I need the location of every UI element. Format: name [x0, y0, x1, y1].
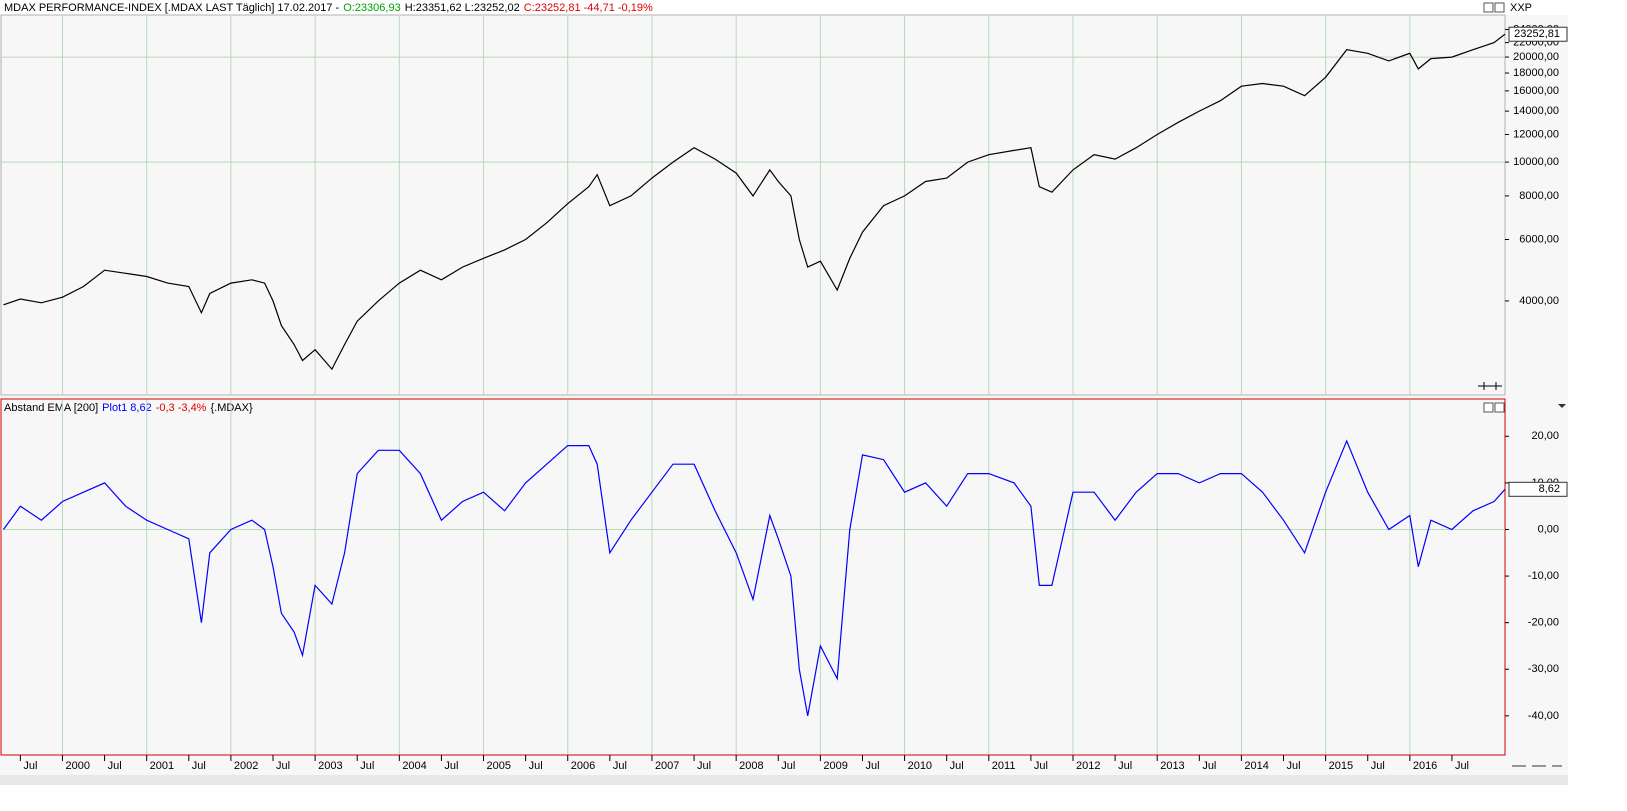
indicator-panel	[0, 398, 1506, 756]
x-tick-label: 2011	[992, 760, 1016, 772]
x-tick-label: 2008	[739, 760, 763, 772]
x-tick-label: Jul	[192, 760, 206, 772]
x-tick-label: Jul	[1202, 760, 1216, 772]
x-tick-label: Jul	[1455, 760, 1469, 772]
indicator-title: Abstand EMA [200] Plot1 8,62 -0,3 -3,4% {.M…	[4, 402, 253, 414]
y-tick-label: 4000,00	[1519, 295, 1559, 307]
scale-handle[interactable]	[1478, 382, 1502, 390]
x-tick-label: 2000	[65, 760, 89, 772]
price-tag-box	[1508, 26, 1568, 42]
x-tick-label: 2001	[150, 760, 174, 772]
x-tick-label: 2016	[1413, 760, 1437, 772]
x-tick-label: Jul	[529, 760, 543, 772]
y-tick-label: 14000,00	[1513, 105, 1559, 117]
x-tick-label: 2007	[655, 760, 679, 772]
title-part: {.MDAX}	[210, 402, 253, 414]
x-tick-label: 2006	[571, 760, 595, 772]
panel-menu-arrow[interactable]	[1558, 404, 1566, 408]
x-tick-label: 2010	[908, 760, 932, 772]
x-tick-label: 2002	[234, 760, 258, 772]
corner-label: XXP	[1510, 2, 1532, 14]
y-tick-label: -20,00	[1528, 617, 1559, 629]
x-tick-label: 2005	[487, 760, 511, 772]
scrollbar[interactable]	[0, 775, 1568, 785]
x-tick-label: Jul	[444, 760, 458, 772]
y-tick-label: -10,00	[1528, 570, 1559, 582]
title-part: O:23306,93	[343, 2, 401, 14]
y-tick-label: -40,00	[1528, 710, 1559, 722]
x-tick-label: Jul	[1034, 760, 1048, 772]
title-part: Abstand EMA [200]	[4, 402, 98, 414]
y-tick-label: 8000,00	[1519, 190, 1559, 202]
close-button[interactable]	[1494, 2, 1505, 13]
x-tick-label: Jul	[697, 760, 711, 772]
y-tick-label: 16000,00	[1513, 85, 1559, 97]
x-tick-label: Jul	[276, 760, 290, 772]
x-tick-label: Jul	[360, 760, 374, 772]
y-tick-label: 20000,00	[1513, 51, 1559, 63]
title-bar	[0, 0, 1568, 15]
close-button[interactable]	[1494, 402, 1505, 413]
x-tick-label: Jul	[865, 760, 879, 772]
x-tick-label: Jul	[613, 760, 627, 772]
data-line	[3, 33, 1506, 371]
x-tick-label: Jul	[1287, 760, 1301, 772]
title-part: Plot1 8,62	[102, 402, 152, 414]
price-tag: 8,62	[1539, 483, 1560, 495]
x-tick-label: Jul	[23, 760, 37, 772]
x-tick-label: 2015	[1329, 760, 1353, 772]
x-tick-label: Jul	[1371, 760, 1385, 772]
price-tag-box	[1508, 481, 1568, 497]
title-part: H:23351,62 L:23252,02	[405, 2, 520, 14]
data-line	[3, 439, 1506, 717]
y-tick-label: 18000,00	[1513, 67, 1559, 79]
x-tick-label: Jul	[108, 760, 122, 772]
title-part: C:23252,81 -44,71 -0,19%	[524, 2, 653, 14]
x-tick-label: 2003	[318, 760, 342, 772]
y-tick-label: 12000,00	[1513, 128, 1559, 140]
x-tick-label: 2009	[823, 760, 847, 772]
y-tick-label: 0,00	[1538, 523, 1559, 535]
x-tick-label: 2014	[1244, 760, 1268, 772]
x-tick-label: Jul	[781, 760, 795, 772]
chart-title: MDAX PERFORMANCE-INDEX [.MDAX LAST Tägli…	[4, 2, 653, 14]
price-tag: 23252,81	[1514, 28, 1560, 40]
y-tick-label: 20,00	[1531, 430, 1559, 442]
x-tick-label: 2013	[1160, 760, 1184, 772]
maximize-button[interactable]	[1483, 402, 1494, 413]
x-tick-label: Jul	[950, 760, 964, 772]
maximize-button[interactable]	[1483, 2, 1494, 13]
y-tick-label: 6000,00	[1519, 233, 1559, 245]
title-part: MDAX PERFORMANCE-INDEX [.MDAX LAST Tägli…	[4, 2, 340, 14]
y-tick-label: 10000,00	[1513, 156, 1559, 168]
price-panel	[0, 14, 1506, 396]
x-tick-label: 2012	[1076, 760, 1100, 772]
y-tick-label: -30,00	[1528, 663, 1559, 675]
x-tick-label: 2004	[402, 760, 426, 772]
title-part: -0,3 -3,4%	[156, 402, 207, 414]
x-tick-label: Jul	[1118, 760, 1132, 772]
